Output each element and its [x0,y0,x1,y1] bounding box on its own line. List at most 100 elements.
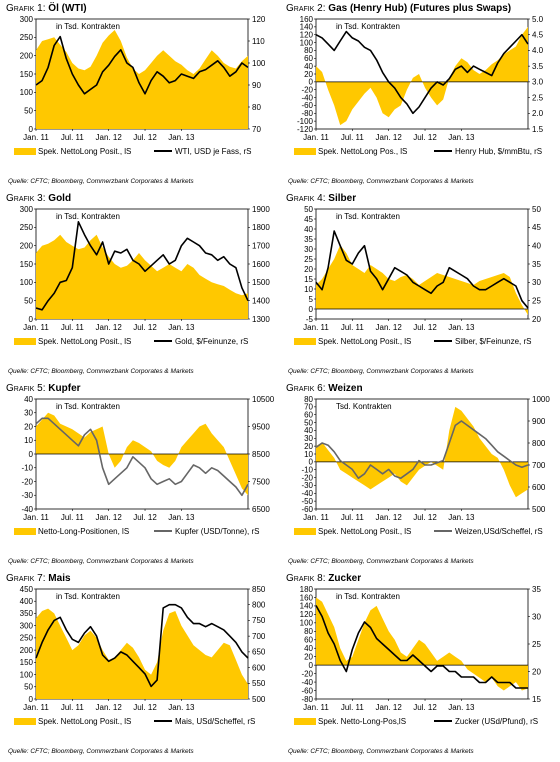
chart-panel-gold: Grafik 3: Gold 0 50 100 150 200 250 300 1300 140… [6,193,278,379]
x-tick-label: Jan. 12 [376,513,403,522]
x-tick-label: Jan. 13 [448,703,475,712]
chart-panel-silver: Grafik 4: Silber -5 0 5 10 15 20 25 30 35 40 45 50 2… [286,193,558,379]
right-tick-label: 500 [252,695,266,704]
left-tick-label: 100 [20,88,34,97]
x-tick-label: Jan. 12 [376,703,403,712]
legend-line-label: Zucker (USd/Pfund), rS [455,717,538,726]
x-tick-label: Jul. 12 [413,703,437,712]
left-tick-label: 400 [20,597,34,606]
left-tick-label: 80 [304,395,313,404]
x-tick-label: Jan. 12 [96,703,123,712]
left-tick-label: 20 [24,422,33,431]
left-tick-label: 0 [29,450,34,459]
left-tick-label: 100 [300,619,314,628]
left-tick-label: -20 [21,477,33,486]
right-tick-label: 40 [532,241,541,250]
left-tick-label: -80 [301,695,313,704]
chart-title: Grafik 3: Gold [6,193,72,204]
x-tick-label: Jul. 12 [413,323,437,332]
unit-label: in Tsd. Kontrakten [56,592,120,601]
legend-line-label: Gold, $/Feinunze, rS [175,337,248,346]
right-tick-label: 550 [252,679,266,688]
area-series [36,412,248,496]
x-tick-label: Jul. 11 [61,513,85,522]
unit-label: in Tsd. Kontrakten [336,212,400,221]
left-tick-label: 60 [304,411,313,420]
left-tick-label: 40 [304,62,313,71]
legend-line-label: Weizen,USd/Scheffel, rS [455,527,543,536]
chart-source: Quelle: CFTC; Bloomberg, Commerzbank Cor… [288,558,474,565]
left-tick-label: 20 [304,265,313,274]
left-tick-label: 0 [29,125,34,134]
left-tick-label: 250 [20,33,34,42]
right-tick-label: 500 [532,505,546,514]
x-tick-label: Jan. 11 [23,133,49,142]
left-tick-label: 40 [24,395,33,404]
legend-line-label: Henry Hub, $/mmBtu, rS [455,147,542,156]
right-tick-label: 7500 [252,477,270,486]
right-tick-label: 1300 [252,315,270,324]
left-tick-label: 30 [24,409,33,418]
chart-source: Quelle: CFTC; Bloomberg, Commerzbank Cor… [8,368,194,375]
left-tick-label: 50 [304,418,313,427]
chart-source: Quelle: CFTC; Bloomberg, Commerzbank Cor… [288,368,474,375]
x-tick-label: Jul. 11 [61,323,85,332]
chart-source: Quelle: CFTC; Bloomberg, Commerzbank Cor… [8,748,194,755]
left-tick-label: -120 [297,125,314,134]
right-tick-label: 4.0 [532,46,544,55]
right-tick-label: 5.0 [532,15,544,24]
area-series [316,26,528,126]
chart-panel-corn: Grafik 7: Mais 0 50 100 150 200 250 300 350 400 4… [6,573,278,759]
legend-area-label: Spek. NettoLong Posit., lS [38,147,131,156]
x-tick-label: Jan. 12 [376,323,403,332]
right-tick-label: 700 [252,632,266,641]
chart-title: Grafik 2: Gas (Henry Hub) (Futures plus … [286,3,512,14]
left-tick-label: -5 [306,315,314,324]
left-tick-label: -60 [301,686,313,695]
left-tick-label: 30 [304,245,313,254]
legend-line-label: WTI, USD je Fass, rS [175,147,251,156]
right-tick-label: 1600 [252,260,270,269]
left-tick-label: -100 [297,117,314,126]
right-tick-label: 15 [532,695,541,704]
right-tick-label: 4.5 [532,31,544,40]
right-tick-label: 10500 [252,395,275,404]
x-tick-label: Jul. 12 [133,133,157,142]
x-tick-label: Jul. 11 [341,513,365,522]
chart-source: Quelle: CFTC; Bloomberg, Commerzbank Cor… [288,178,474,185]
left-tick-label: 0 [309,305,314,314]
left-tick-label: -10 [301,466,313,475]
chart-svg: 0 50 100 150 200 250 300 70 80 90 100 110 120 Jan. 11… [14,15,266,156]
chart-svg: 0 50 100 150 200 250 300 1300 1400 1500 1600 1700 18… [14,205,270,346]
x-tick-label: Jan. 13 [448,323,475,332]
left-tick-label: 0 [309,458,314,467]
left-tick-label: 0 [309,661,314,670]
chart-title: Grafik 8: Zucker [286,573,362,584]
x-tick-label: Jul. 12 [413,513,437,522]
line-series [35,221,249,311]
area-series [316,406,528,498]
left-tick-label: -60 [301,505,313,514]
left-tick-label: 160 [300,593,314,602]
right-tick-label: 650 [252,648,266,657]
right-tick-label: 3.5 [532,62,544,71]
legend-area-swatch [14,148,36,155]
left-tick-label: -20 [301,86,313,95]
legend-area-swatch [14,338,36,345]
left-tick-label: 25 [304,255,313,264]
x-tick-label: Jan. 13 [168,513,195,522]
left-tick-label: 250 [20,634,34,643]
right-tick-label: 25 [532,296,541,305]
line-series [315,605,528,689]
left-tick-label: 300 [20,621,34,630]
left-tick-label: -30 [301,481,313,490]
x-tick-label: Jan. 13 [168,703,195,712]
right-tick-label: 20 [532,315,541,324]
chart-panel-gas: Grafik 2: Gas (Henry Hub) (Futures plus … [286,3,558,189]
right-tick-label: 1500 [252,278,270,287]
x-tick-label: Jul. 11 [341,133,365,142]
left-tick-label: 20 [304,70,313,79]
plot-frame [315,398,529,510]
left-tick-label: 100 [300,38,314,47]
left-tick-label: 5 [309,295,314,304]
